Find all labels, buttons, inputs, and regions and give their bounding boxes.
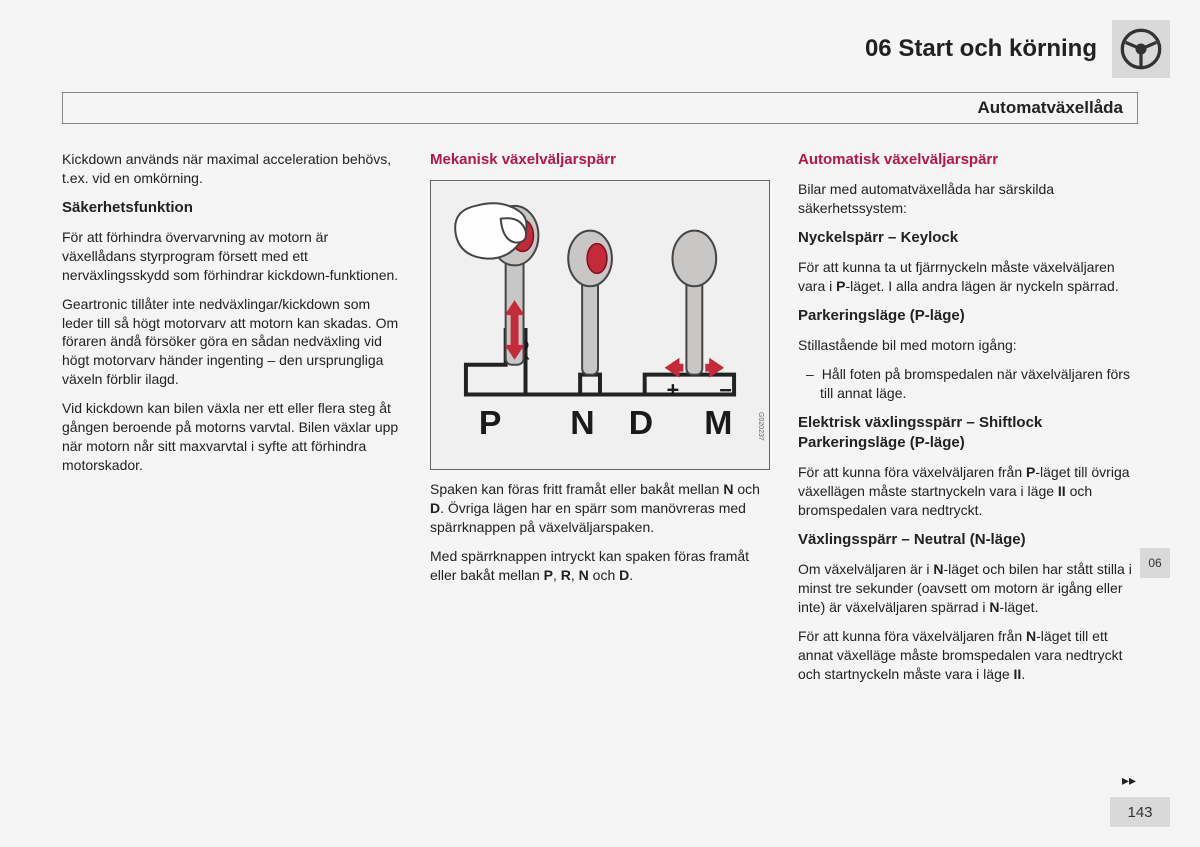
paragraph: För att kunna föra växelväljaren från P-…: [798, 463, 1138, 520]
page-number: 143: [1110, 797, 1170, 827]
chapter-title: 06 Start och körning: [865, 35, 1097, 63]
paragraph: För att kunna ta ut fjärrnyckeln måste v…: [798, 258, 1138, 296]
subheading-red: Automatisk växelväljarspärr: [798, 150, 1138, 170]
paragraph: Geartronic tillåter inte nedväxlingar/ki…: [62, 295, 402, 389]
gear-selector-diagram: P R N D M + −: [430, 180, 770, 470]
subheading: Nyckelspärr – Keylock: [798, 228, 1138, 248]
chapter-header: 06 Start och körning: [30, 20, 1170, 78]
diagram-code: G020237: [756, 412, 765, 441]
paragraph: För att förhindra övervarvning av motorn…: [62, 228, 402, 285]
subheading: Elektrisk växlingsspärr – Shiftlock: [798, 413, 1138, 433]
subheading: Säkerhetsfunktion: [62, 198, 402, 218]
subheading: Växlingsspärr – Neutral (N-läge): [798, 530, 1138, 550]
subheading: Parkeringsläge (P-läge): [798, 433, 1138, 453]
svg-text:M: M: [704, 404, 732, 442]
page: 06 Start och körning Automatväxellåda Ki…: [0, 0, 1200, 847]
subheading-red: Mekanisk växelväljarspärr: [430, 150, 770, 170]
svg-text:P: P: [479, 404, 502, 442]
chapter-tab: 06: [1140, 548, 1170, 578]
svg-text:N: N: [570, 404, 594, 442]
svg-text:−: −: [719, 378, 732, 403]
column-2: Mekanisk växelväljarspärr P R N D M + −: [430, 150, 770, 694]
paragraph: Spaken kan föras fritt framåt eller bakå…: [430, 480, 770, 537]
column-3: Automatisk växelväljarspärr Bilar med au…: [798, 150, 1138, 694]
continue-icon: ▸▸: [1122, 772, 1136, 789]
content-columns: Kickdown används när maximal acceleratio…: [62, 150, 1138, 694]
section-bar: Automatväxellåda: [62, 92, 1138, 124]
svg-text:+: +: [667, 378, 680, 403]
paragraph: Bilar med automatväxellåda har särskilda…: [798, 180, 1138, 218]
steering-wheel-icon: [1112, 20, 1170, 78]
subheading: Parkeringsläge (P-läge): [798, 306, 1138, 326]
svg-text:D: D: [629, 404, 653, 442]
paragraph: Vid kickdown kan bilen växla ner ett ell…: [62, 399, 402, 475]
section-title: Automatväxellåda: [978, 98, 1124, 118]
paragraph: Om växelväljaren är i N-läget och bilen …: [798, 560, 1138, 617]
paragraph: Stillastående bil med motorn igång:: [798, 336, 1138, 355]
list-item: Håll foten på bromspedalen när växelvälj…: [798, 365, 1138, 403]
paragraph: Kickdown används när maximal acceleratio…: [62, 150, 402, 188]
paragraph: För att kunna föra växelväljaren från N-…: [798, 627, 1138, 684]
paragraph: Med spärrknappen intryckt kan spaken för…: [430, 547, 770, 585]
column-1: Kickdown används när maximal acceleratio…: [62, 150, 402, 694]
